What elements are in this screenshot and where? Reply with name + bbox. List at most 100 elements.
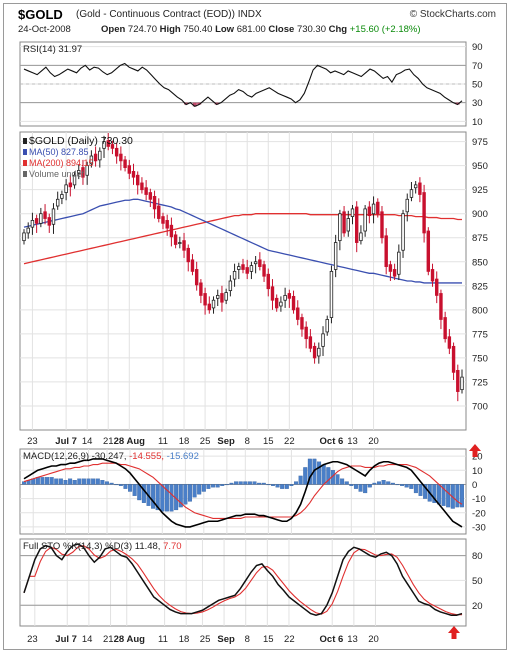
candle-body: [308, 336, 313, 349]
macd-histogram-bar: [238, 481, 243, 485]
x-tick-label: 13: [347, 436, 358, 447]
sto-legend-part: 7.70: [160, 541, 181, 552]
macd-histogram-bar: [81, 478, 86, 485]
chart-frame: $GOLD (Gold - Continuous Contract (EOD))…: [3, 3, 507, 650]
macd-histogram-bar: [197, 484, 202, 495]
x-tick-label: 11: [158, 634, 168, 645]
price-panel-tick-label: 725: [472, 377, 488, 388]
macd-histogram-bar: [40, 477, 45, 485]
macd-histogram-bar: [372, 482, 377, 485]
macd-histogram-bar: [211, 484, 216, 488]
price-panel-tick-label: 875: [472, 233, 488, 244]
macd-histogram-bar: [367, 484, 372, 488]
candle-body: [194, 269, 199, 286]
candle-body: [232, 270, 237, 280]
macd-histogram-bar: [270, 484, 275, 486]
macd-histogram-bar: [409, 484, 414, 489]
candle-body: [384, 235, 388, 267]
macd-histogram-bar: [280, 484, 285, 489]
candle-body: [136, 174, 140, 186]
macd-histogram-bar: [307, 458, 312, 485]
price-legend-item: MA(200) 894.15: [29, 158, 94, 168]
price-legend-swatch: [23, 171, 27, 177]
candle-body: [55, 198, 60, 207]
macd-histogram-bar: [104, 481, 109, 485]
macd-histogram-bar: [86, 478, 91, 485]
candle-body: [317, 347, 321, 357]
candle-body: [287, 293, 292, 299]
x-tick-label: 21: [103, 634, 114, 645]
candle-body: [68, 182, 73, 188]
candle-body: [439, 293, 443, 320]
macd-histogram-bar: [395, 484, 400, 486]
macd-legend-part: -14.555,: [127, 451, 165, 462]
quote-summary: Open 724.70 High 750.40 Low 681.00 Close…: [101, 24, 421, 35]
macd-histogram-bar: [187, 484, 192, 502]
x-tick-label: Jul 7: [55, 634, 77, 645]
brand-label: © StockCharts.com: [409, 9, 496, 20]
candle-body: [312, 345, 317, 359]
price-panel: 700 725 750 775 800 825 850 875 900 925 950 975 $GOL…: [19, 131, 488, 431]
macd-histogram-bar: [363, 484, 368, 494]
candle-body: [342, 211, 346, 234]
candle-body: [190, 259, 195, 272]
price-panel-tick-label: 925: [472, 185, 488, 196]
macd-panel-tick-label: -20: [472, 508, 486, 519]
macd-histogram-bar: [100, 480, 105, 485]
price-panel-tick-label: 850: [472, 257, 488, 268]
x-tick-label: 14: [82, 436, 93, 447]
candle-body: [405, 198, 409, 213]
x-tick-label: 23: [27, 436, 38, 447]
candle-body: [77, 170, 81, 174]
candle-body: [47, 217, 51, 226]
macd-histogram-bar: [377, 481, 382, 485]
candle-body: [165, 220, 169, 229]
low-value: 681.00: [236, 24, 266, 35]
candle-body: [241, 264, 245, 270]
x-tick-label: 13: [347, 634, 358, 645]
macd-histogram-bar: [95, 478, 100, 485]
macd-histogram-bar: [35, 477, 40, 485]
candle-body: [262, 264, 266, 277]
rsi-panel-tick-label: 50: [472, 80, 483, 91]
up-arrow-icon: [448, 626, 460, 639]
rsi-panel-tick-label: 90: [472, 42, 483, 53]
candle-body: [127, 165, 131, 174]
macd-histogram-bar: [229, 482, 234, 485]
candle-body: [321, 333, 325, 347]
candle-body: [363, 208, 367, 232]
candle-body: [430, 269, 435, 282]
ma200-line: [23, 213, 462, 265]
candle-body: [283, 295, 287, 301]
price-panel-tick-label: 950: [472, 161, 488, 172]
macd-panel-tick-label: -10: [472, 494, 486, 505]
rsi-panel-tick-label: 10: [472, 117, 483, 128]
macd-histogram-bar: [386, 481, 391, 485]
macd-histogram-bar: [455, 484, 460, 508]
x-tick-label: Jul 7: [55, 436, 77, 447]
candle-body: [371, 203, 376, 215]
macd-legend-part: MACD(12,26,9): [23, 451, 89, 462]
rsi-oversold-fill: [192, 102, 197, 107]
candle-body: [346, 218, 350, 232]
candle-body: [359, 232, 363, 242]
macd-histogram-bar: [381, 480, 386, 485]
x-tick-label: 22: [284, 436, 295, 447]
macd-panel: -30 -20 -10 0 10 20 MACD(12,26,9) -30.247, -14…: [19, 448, 486, 535]
sto-k-line: [23, 543, 463, 617]
rsi-oversold-fill: [214, 102, 219, 105]
sto-panel-tick-label: 80: [472, 551, 483, 562]
candle-body: [186, 247, 190, 263]
x-tick-label: 8: [245, 634, 250, 645]
candle-body: [426, 230, 431, 272]
candle-body: [296, 307, 300, 320]
candle-body: [64, 184, 68, 193]
candle-body: [85, 165, 89, 176]
macd-histogram-bar: [72, 480, 77, 485]
macd-histogram-bar: [45, 477, 50, 485]
sto-panel-tick-label: 20: [472, 601, 483, 612]
macd-histogram-bar: [58, 478, 63, 485]
x-tick-label: Oct 6: [320, 436, 344, 447]
macd-legend: MACD(12,26,9) -30.247, -14.555, -15.692: [23, 451, 199, 462]
